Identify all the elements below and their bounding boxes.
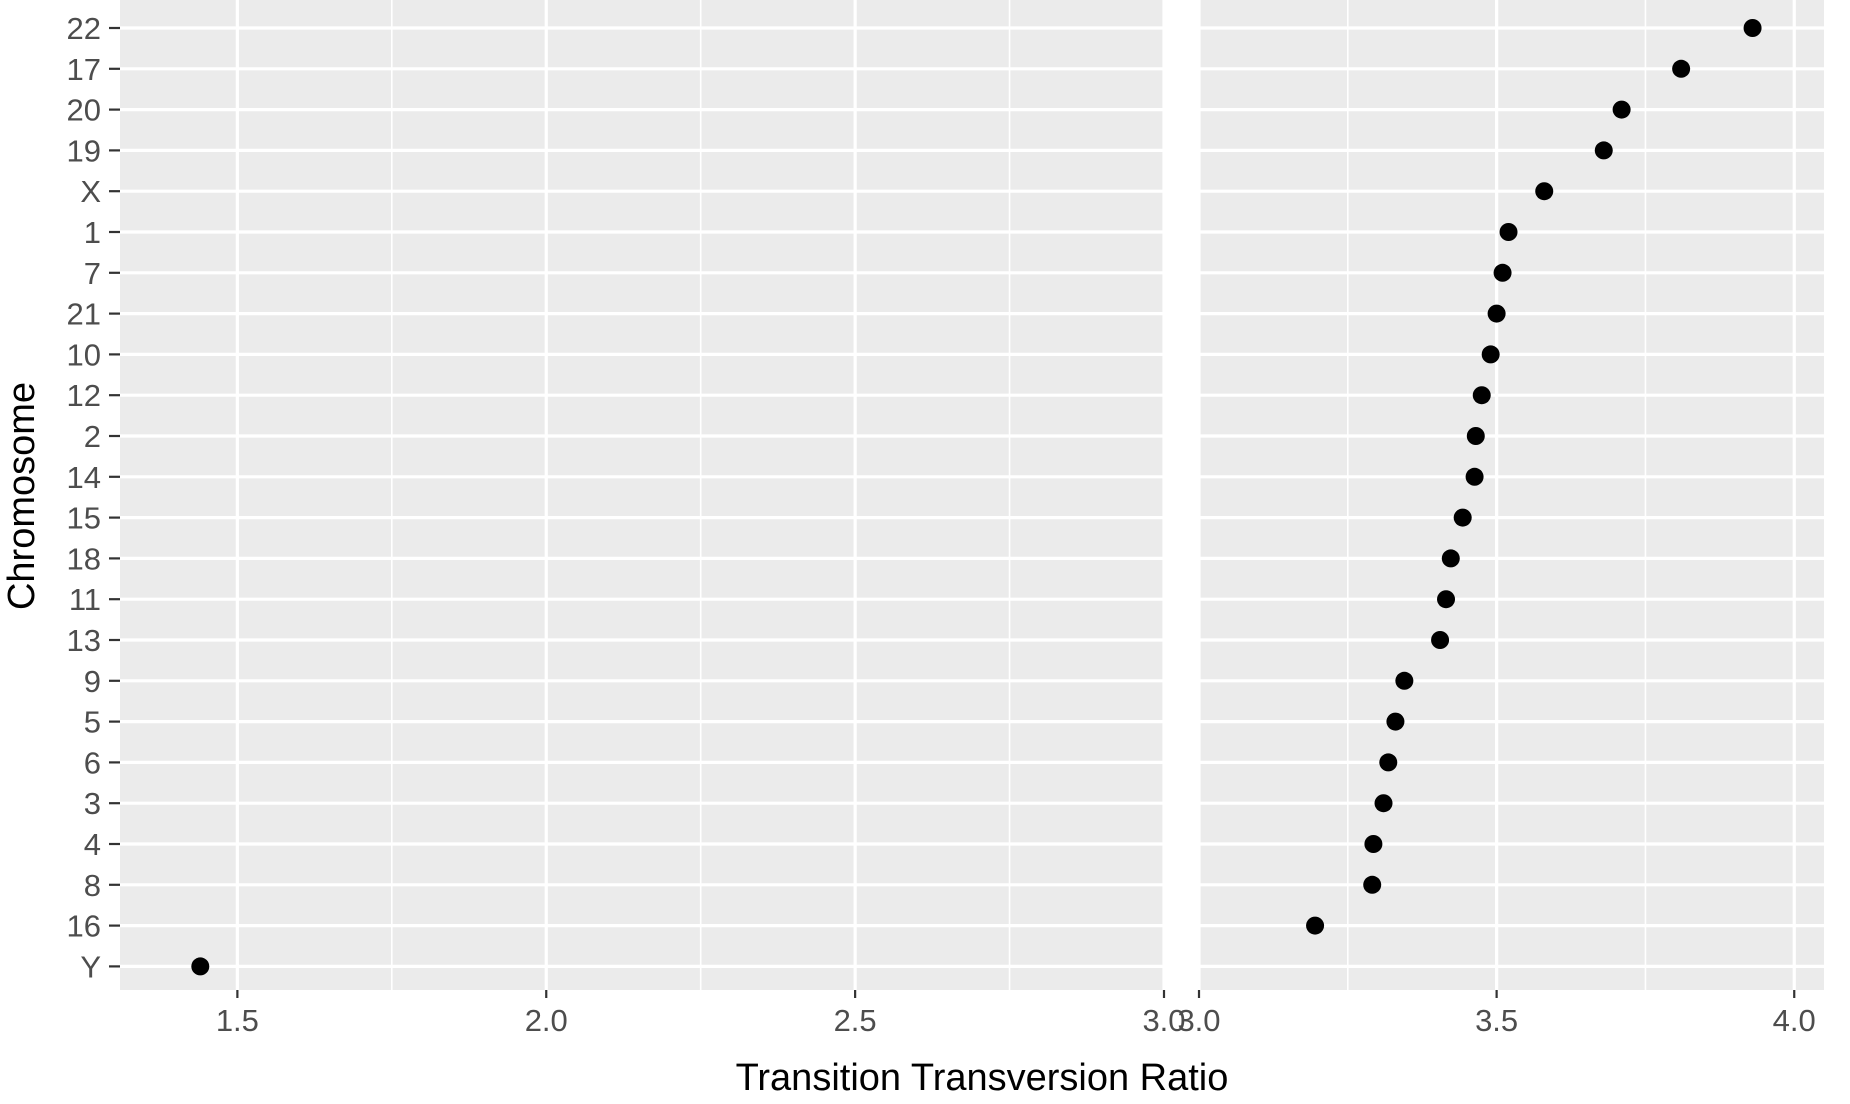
data-point (1499, 223, 1518, 241)
y-tick-label: 10 (67, 337, 101, 372)
data-point (1379, 753, 1398, 772)
data-point (1306, 916, 1325, 935)
x-axis: 1.5 2.0 2.5 3.03.0 3.5 4.0 (216, 990, 1816, 1038)
y-tick-label: 20 (67, 93, 101, 128)
y-tick-label: 8 (84, 868, 101, 903)
data-point (1594, 141, 1613, 160)
data-point (1743, 19, 1762, 37)
data-point (1466, 427, 1485, 445)
x-tick-label: 3.0 (1177, 1003, 1220, 1038)
data-point (1441, 549, 1460, 568)
data-point (1453, 508, 1472, 527)
data-point (1374, 794, 1393, 813)
y-tick-label: 16 (67, 909, 101, 944)
y-tick-label: 9 (84, 664, 101, 699)
y-tick-label: 6 (84, 745, 101, 780)
x-tick-label: 2.5 (834, 1003, 877, 1038)
y-tick-label: 17 (67, 52, 101, 87)
data-point (1487, 304, 1506, 323)
y-tick-label: 15 (67, 501, 101, 536)
y-tick-label: X (80, 174, 101, 209)
data-points (191, 19, 1762, 976)
y-tick-label: 1 (84, 215, 101, 250)
x-axis-title: Transition Transversion Ratio (736, 1057, 1229, 1099)
data-point (1395, 671, 1414, 690)
data-point (1672, 59, 1691, 78)
x-tick-label: 3.0 (1142, 1003, 1185, 1038)
y-axis-title: Chromosome (1, 382, 43, 610)
x-tick-label: 2.0 (525, 1003, 568, 1038)
y-tick-label: 4 (84, 827, 101, 862)
data-point (1535, 182, 1554, 201)
y-tick-label: 12 (67, 378, 101, 413)
y-tick-label: 7 (84, 256, 101, 291)
plot-panels (120, 0, 1824, 990)
data-point (1437, 590, 1456, 609)
panel-background (120, 0, 1164, 990)
panel-background (1199, 0, 1824, 990)
y-tick-label: 21 (67, 297, 101, 332)
data-point (1481, 345, 1500, 364)
y-tick-label: 3 (84, 786, 101, 821)
data-point (1364, 835, 1383, 853)
data-point (1493, 263, 1512, 282)
y-tick-label: 5 (84, 705, 101, 740)
y-tick-label: Y (80, 949, 101, 984)
data-point (191, 957, 210, 976)
x-tick-label: 1.5 (216, 1003, 259, 1038)
data-point (1363, 875, 1382, 894)
y-tick-label: 19 (67, 133, 101, 168)
y-tick-label: 22 (67, 11, 101, 46)
data-point (1431, 631, 1450, 649)
y-tick-label: 14 (67, 460, 101, 495)
data-point (1472, 386, 1491, 405)
data-point (1465, 467, 1484, 486)
y-tick-label: 11 (69, 582, 101, 617)
data-point (1612, 100, 1631, 119)
x-tick-label: 3.5 (1475, 1003, 1518, 1038)
y-tick-label: 2 (84, 419, 101, 454)
data-point (1386, 712, 1405, 731)
x-tick-label: 4.0 (1773, 1003, 1816, 1038)
y-tick-label: 18 (67, 541, 101, 576)
y-tick-label: 13 (67, 623, 101, 658)
